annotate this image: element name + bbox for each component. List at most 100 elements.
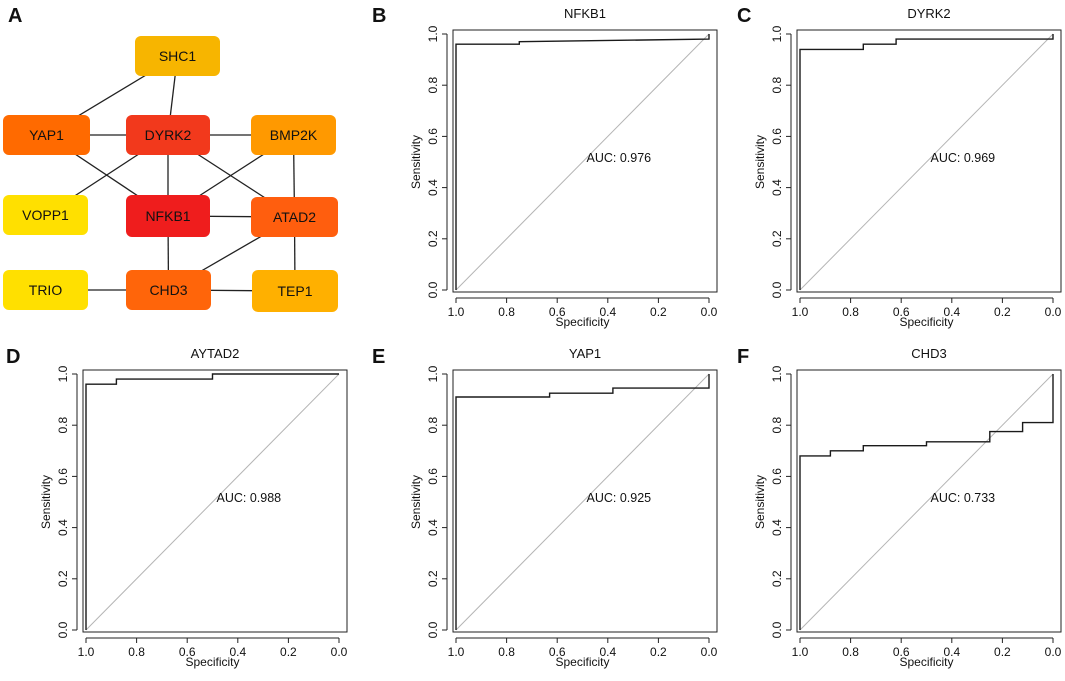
- y-tick-label: 1.0: [56, 365, 70, 382]
- node-label: BMP2K: [270, 127, 318, 143]
- y-tick-label: 0.8: [56, 417, 70, 434]
- auc-label: AUC: 0.988: [217, 491, 282, 505]
- y-tick-label: 0.4: [56, 519, 70, 536]
- x-axis-label: Specificity: [899, 315, 953, 329]
- x-tick-label: 0.2: [994, 305, 1011, 319]
- chart-title: AYTAD2: [191, 346, 240, 361]
- y-tick-label: 0.8: [426, 417, 440, 434]
- x-tick-label: 0.0: [331, 645, 348, 659]
- plot-frame: [796, 29, 1062, 293]
- roc-panel-c: C DYRK2 1.0 0.8 0.6 0.4 0.2 0.0 Specificity 0.0 0.…: [737, 5, 1062, 329]
- y-axis-label: Sensitivity: [409, 475, 423, 529]
- x-axis-label: Specificity: [555, 655, 609, 669]
- y-tick-label: 0.0: [426, 621, 440, 638]
- x-axis-label: Specificity: [899, 655, 953, 669]
- node-label: VOPP1: [22, 207, 69, 223]
- node-shc1: SHC1: [135, 36, 220, 76]
- y-tick-label: 0.8: [426, 77, 440, 94]
- plot-frame: [796, 369, 1062, 633]
- y-tick-label: 0.0: [426, 281, 440, 298]
- node-box: [251, 197, 338, 237]
- node-label: ATAD2: [273, 209, 316, 225]
- roc-panel-d: D AYTAD2 1.0 0.8 0.6 0.4 0.2 0.0 Specificity 0.0 0…: [6, 346, 348, 669]
- y-tick-label: 0.4: [770, 179, 784, 196]
- y-tick-label: 0.2: [770, 230, 784, 247]
- node-label: CHD3: [149, 282, 187, 298]
- y-tick-label: 0.2: [426, 230, 440, 247]
- panel-letter: E: [372, 346, 385, 368]
- x-tick-label: 0.6: [179, 645, 196, 659]
- plot-frame: [452, 29, 718, 293]
- chart-title: YAP1: [569, 346, 601, 361]
- x-tick-label: 0.8: [842, 645, 859, 659]
- plot-frame: [452, 369, 718, 633]
- x-tick-label: 1.0: [448, 305, 465, 319]
- roc-curve: [799, 374, 1054, 630]
- chart-title: CHD3: [911, 346, 946, 361]
- x-tick-label: 0.8: [498, 305, 515, 319]
- y-tick-label: 1.0: [426, 365, 440, 382]
- x-tick-label: 1.0: [792, 645, 809, 659]
- x-tick-label: 1.0: [792, 305, 809, 319]
- panel-letter: B: [372, 5, 386, 27]
- y-axis-label: Sensitivity: [409, 135, 423, 189]
- y-tick-label: 0.8: [770, 417, 784, 434]
- node-atad2: ATAD2: [251, 197, 338, 237]
- y-tick-label: 0.0: [770, 281, 784, 298]
- x-tick-label: 1.0: [78, 645, 95, 659]
- x-axis-label: Specificity: [185, 655, 239, 669]
- roc-curve: [455, 34, 710, 290]
- y-tick-label: 0.6: [56, 468, 70, 485]
- node-box: [126, 195, 210, 237]
- roc-panel-e: E YAP1 1.0 0.8 0.6 0.4 0.2 0.0 Specificity 0.0 0.2…: [372, 346, 718, 669]
- node-label: TRIO: [29, 282, 63, 298]
- roc-curve: [799, 34, 1054, 290]
- x-tick-label: 1.0: [448, 645, 465, 659]
- x-tick-label: 0.4: [599, 305, 616, 319]
- panel-letter: F: [737, 346, 749, 368]
- node-box: [252, 270, 338, 312]
- roc-charts: B NFKB1 1.0 0.8 0.6 0.4 0.2 0.0 Specificity 0.0 0.…: [6, 5, 1062, 669]
- x-tick-label: 0.4: [229, 645, 246, 659]
- y-tick-label: 0.4: [426, 519, 440, 536]
- y-tick-label: 0.2: [426, 570, 440, 587]
- node-box: [3, 195, 88, 235]
- roc-panel-f: F CHD3 1.0 0.8 0.6 0.4 0.2 0.0 Specificity 0.0 0.2…: [737, 346, 1062, 669]
- node-label: NFKB1: [145, 208, 190, 224]
- panel-letter: C: [737, 5, 751, 27]
- y-tick-label: 0.4: [426, 179, 440, 196]
- plot-frame: [82, 369, 348, 633]
- y-tick-label: 0.0: [56, 621, 70, 638]
- x-tick-label: 0.6: [549, 645, 566, 659]
- panel-letter: D: [6, 346, 20, 368]
- y-tick-label: 1.0: [770, 365, 784, 382]
- node-box: [3, 115, 90, 155]
- y-tick-label: 0.6: [426, 128, 440, 145]
- y-tick-label: 1.0: [770, 25, 784, 42]
- x-tick-label: 0.0: [701, 645, 718, 659]
- x-tick-label: 0.0: [1045, 305, 1062, 319]
- x-tick-label: 0.2: [650, 645, 667, 659]
- roc-curve: [455, 374, 710, 630]
- node-chd3: CHD3: [126, 270, 211, 310]
- x-tick-label: 0.4: [943, 305, 960, 319]
- diagonal-reference-line: [85, 373, 340, 631]
- node-box: [251, 115, 336, 155]
- y-tick-label: 0.2: [770, 570, 784, 587]
- x-tick-label: 0.2: [994, 645, 1011, 659]
- auc-label: AUC: 0.733: [931, 491, 996, 505]
- network-nodes: SHC1 YAP1 DYRK2 BMP2K VOPP1 NFKB1 ATAD2 TRIO CHD…: [3, 36, 338, 312]
- node-label: SHC1: [159, 48, 197, 64]
- network-edges: [45, 55, 296, 292]
- x-tick-label: 0.6: [893, 645, 910, 659]
- y-tick-label: 1.0: [426, 25, 440, 42]
- x-axis-label: Specificity: [555, 315, 609, 329]
- chart-title: NFKB1: [564, 6, 606, 21]
- node-tep1: TEP1: [252, 270, 338, 312]
- y-tick-label: 0.4: [770, 519, 784, 536]
- node-trio: TRIO: [3, 270, 88, 310]
- diagonal-reference-line: [799, 373, 1054, 631]
- y-tick-label: 0.2: [56, 570, 70, 587]
- auc-label: AUC: 0.976: [587, 151, 652, 165]
